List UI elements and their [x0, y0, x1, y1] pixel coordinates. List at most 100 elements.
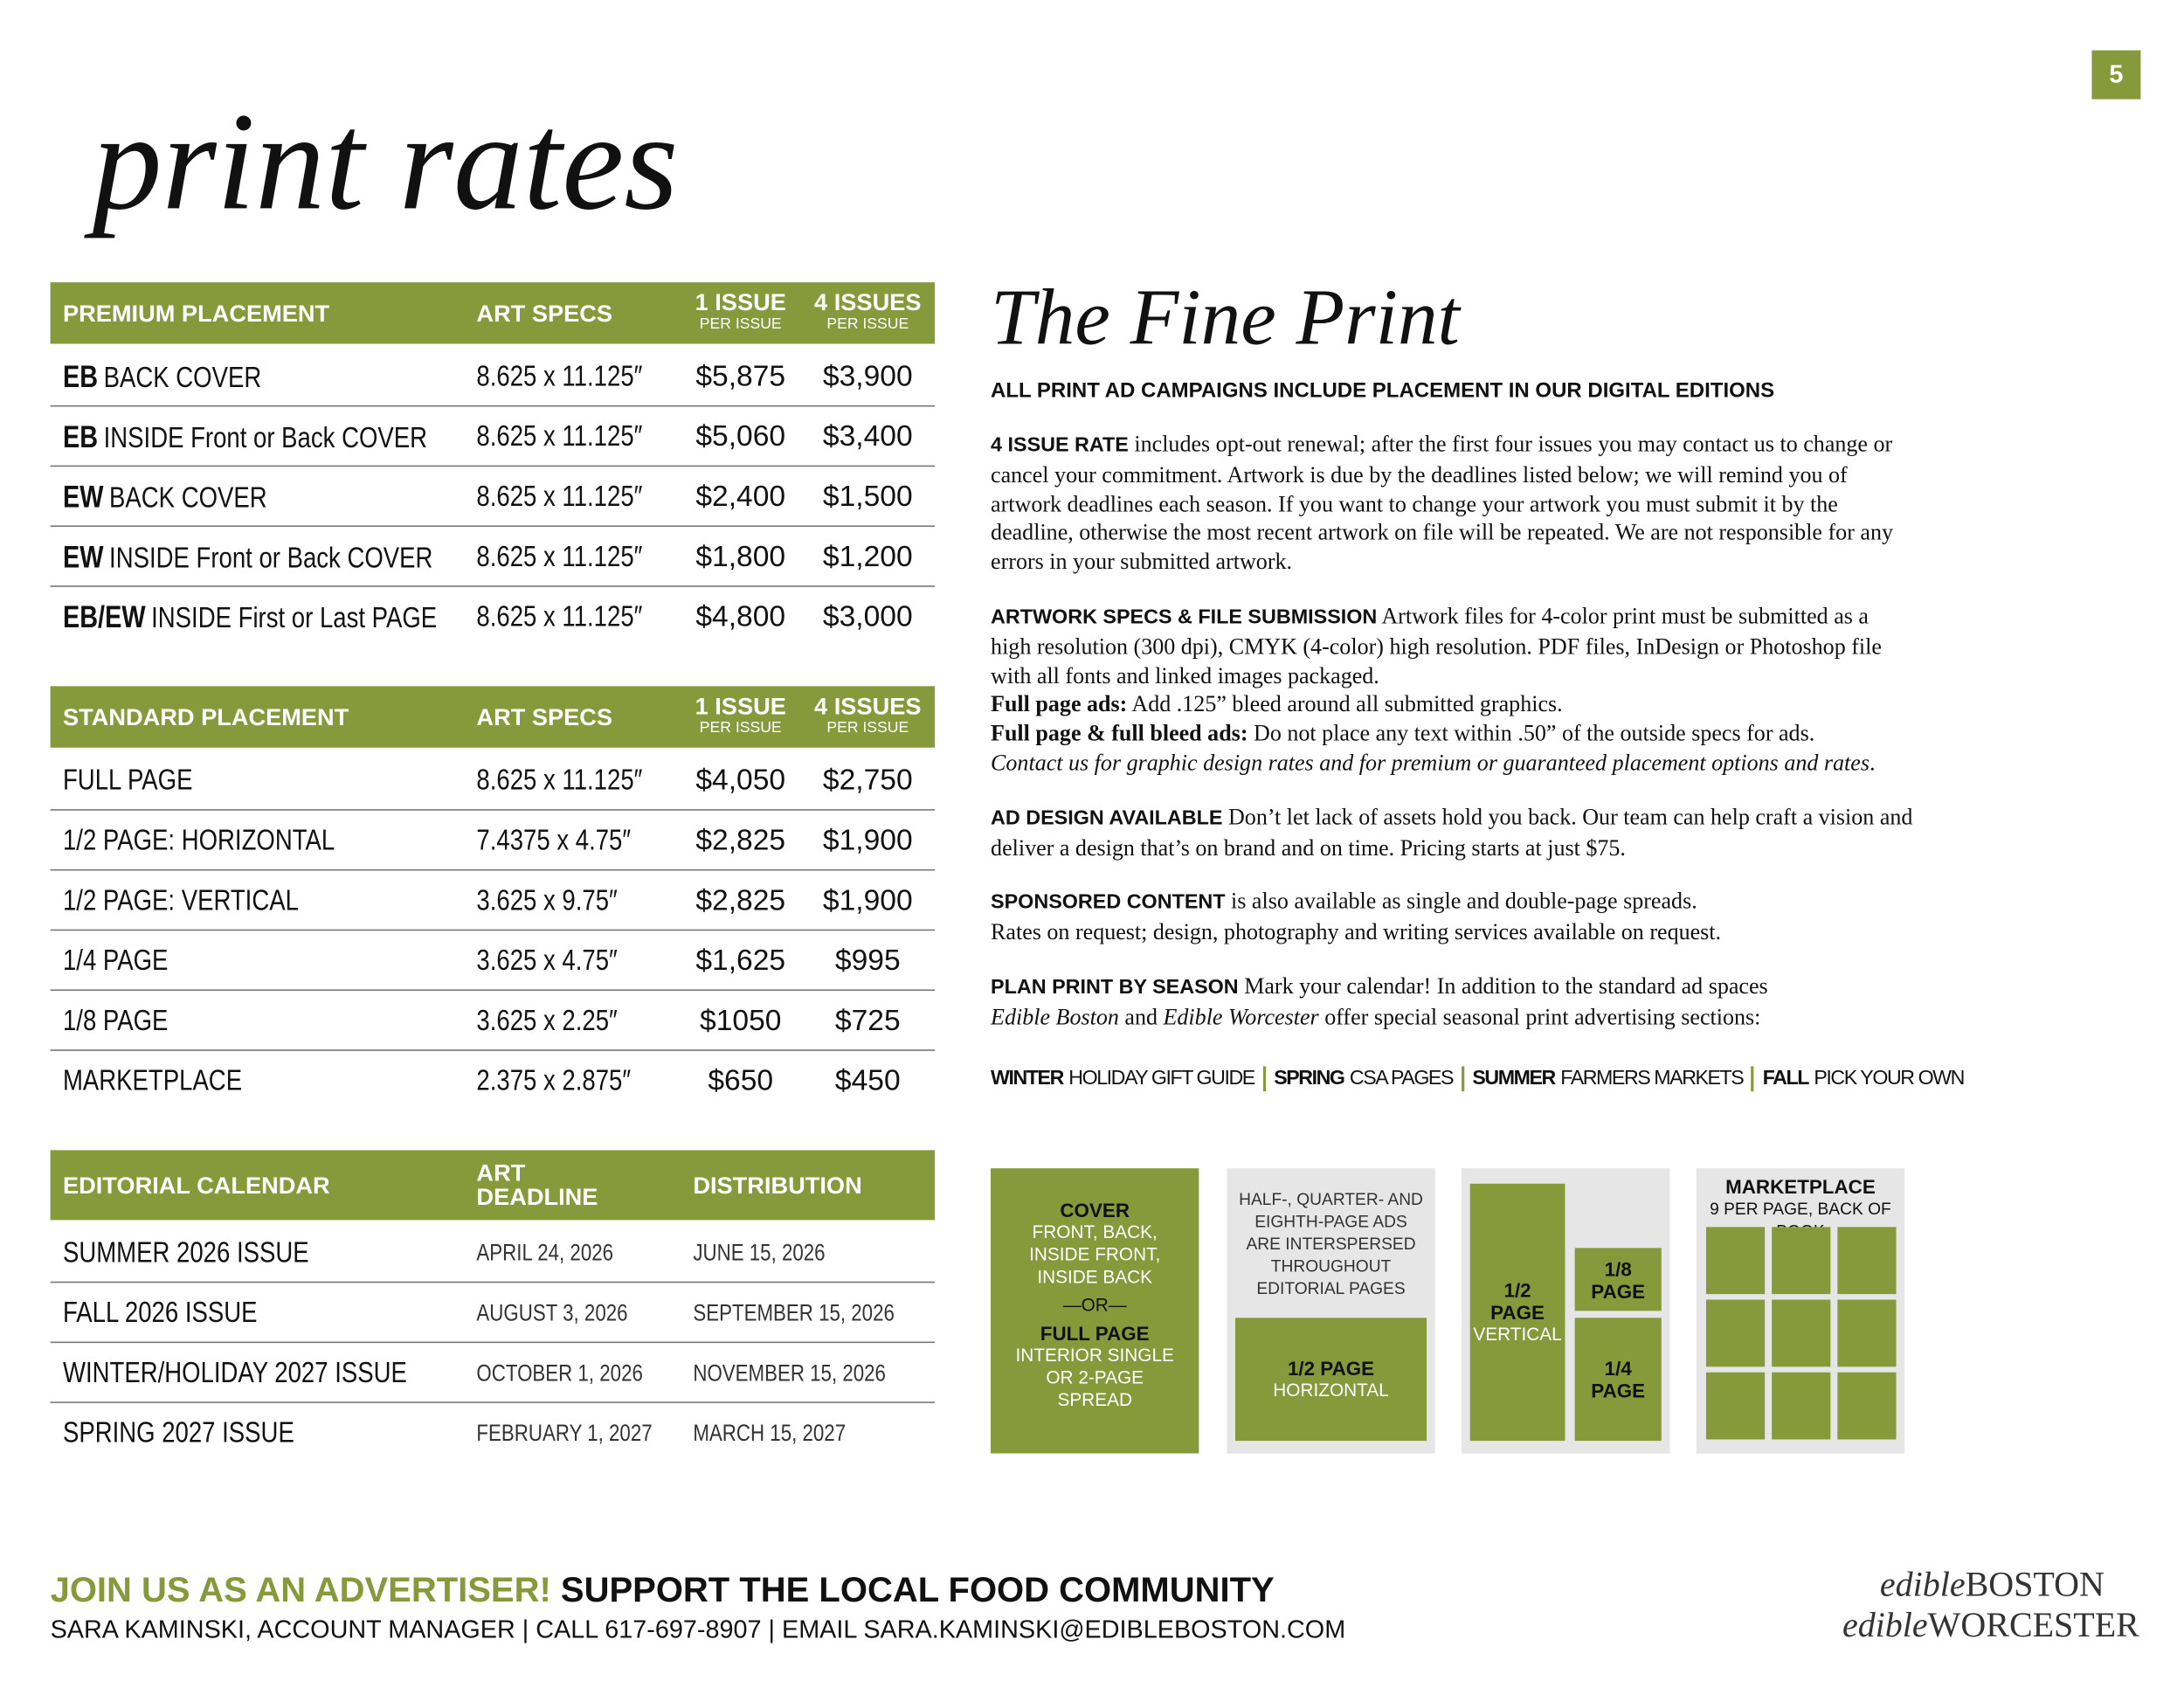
- half-block: 1/2 PAGE HORIZONTAL: [1234, 1318, 1427, 1442]
- marketplace-slot: [1705, 1227, 1766, 1295]
- table-cell: $1,625: [664, 930, 818, 991]
- table-cell: 3.625 x 4.75″: [476, 930, 648, 991]
- cell-text: $450: [834, 1064, 901, 1097]
- half-diagram: HALF-, QUARTER- AND EIGHTH-PAGE ADS ARE …: [1227, 1168, 1435, 1454]
- half-heading: 1/2 PAGE: [1287, 1357, 1375, 1380]
- season-label: PICK YOUR OWN: [1814, 1068, 1965, 1090]
- paragraph-line: Full page & full bleed ads: Do not place…: [991, 720, 1913, 749]
- fine-print-body: 4 ISSUE RATE includes opt-out renewal; a…: [991, 431, 1913, 1057]
- paragraph: ARTWORK SPECS & FILE SUBMISSION Artwork …: [991, 602, 1913, 778]
- cell-text: SPRING 2027 ISSUE: [62, 1416, 294, 1449]
- cell-text: 7.4375 x 4.75″: [476, 824, 632, 857]
- cell-text: 2.375 x 2.875″: [476, 1064, 632, 1097]
- table-row: EW BACK COVER 8.625 x 11.125″ $2,400 $1,500: [50, 467, 936, 528]
- table-cell: $3,400: [791, 406, 944, 467]
- table-cell: $650: [664, 1051, 818, 1111]
- quarter-block: 1/4 PAGE: [1574, 1318, 1662, 1442]
- table-row: SPRING 2027 ISSUE FEBRUARY 1, 2027 MARCH 1…: [51, 1403, 935, 1463]
- table-row: 1/2 PAGE: VERTICAL 3.625 x 9.75″ $2,825 $1,…: [50, 870, 936, 931]
- cell-text: $725: [834, 1005, 901, 1037]
- header-sub: PER ISSUE: [826, 719, 909, 737]
- cell-text: 8.625 x 11.125″: [476, 481, 643, 514]
- table-cell: 1/4 PAGE: [63, 930, 191, 991]
- row-name: EB/EW INSIDE First or Last PAGE: [63, 587, 519, 647]
- paragraph: SPONSORED CONTENT is also available as s…: [991, 888, 1913, 947]
- marketplace-diagram: MARKETPLACE 9 PER PAGE, BACK OF BOOK: [1696, 1168, 1905, 1454]
- vertical-heading: 1/2 PAGE: [1490, 1278, 1545, 1324]
- table-cell: $1,900: [791, 870, 944, 930]
- header-sub: PER ISSUE: [699, 719, 782, 737]
- table-cell: $1,900: [791, 811, 944, 871]
- cell-text: $5,875: [695, 360, 786, 393]
- vertical-block: 1/2 PAGE VERTICAL: [1469, 1183, 1565, 1442]
- row-name-text: EW BACK COVER: [63, 467, 267, 531]
- footer-rest: SUPPORT THE LOCAL FOOD COMMUNITY: [560, 1570, 1275, 1610]
- table-cell: $4,050: [664, 751, 818, 811]
- logo: edibleWORCESTER: [1842, 1606, 2139, 1646]
- row-name-text: EB BACK COVER: [63, 347, 261, 412]
- cell-text: $4,050: [695, 764, 786, 797]
- row-name-text: EB INSIDE Front or Back COVER: [63, 406, 427, 471]
- paragraph-line: PLAN PRINT BY SEASON Mark your calendar!…: [991, 972, 1913, 1003]
- cell-text: APRIL 24, 2026: [476, 1239, 614, 1267]
- cell-text: 8.625 x 11.125″: [476, 360, 643, 393]
- header-cell: 1 ISSUE PER ISSUE: [664, 289, 818, 333]
- text-run: Edible Worcester: [1163, 1003, 1319, 1030]
- header-cell: 4 ISSUES PER ISSUE: [791, 694, 944, 737]
- text-run: Artwork files for 4-color print must be …: [991, 602, 1882, 688]
- header-main: 4 ISSUES: [814, 289, 922, 316]
- cell-text: WINTER/HOLIDAY 2027 ISSUE: [62, 1357, 407, 1389]
- cell-text: $1,900: [822, 824, 913, 857]
- row-name: EB INSIDE Front or Back COVER: [63, 406, 508, 467]
- header-cell: ART DEADLINE: [476, 1159, 598, 1211]
- table-row: WINTER/HOLIDAY 2027 ISSUE OCTOBER 1, 2026…: [50, 1343, 936, 1403]
- table-cell: 3.625 x 9.75″: [476, 870, 648, 930]
- cell-text: SUMMER 2026 ISSUE: [62, 1236, 309, 1269]
- text-run: Add .125” bleed around all submitted gra…: [1127, 690, 1563, 718]
- cell-text: 1/4 PAGE: [62, 944, 169, 978]
- table-row: EB INSIDE Front or Back COVER 8.625 x 11.1…: [50, 406, 936, 467]
- text-run: .: [1869, 749, 1876, 776]
- cell-text: $1,500: [822, 481, 913, 514]
- paragraph-line: Contact us for graphic design rates and …: [991, 749, 1913, 778]
- table-header: STANDARD PLACEMENT ART SPECS 1 ISSUE PER IS…: [50, 686, 936, 748]
- season-item: WINTER HOLIDAY GIFT GUIDE: [991, 1066, 1255, 1091]
- table-cell: SUMMER 2026 ISSUE: [63, 1223, 363, 1283]
- name: INSIDE Front or Back COVER: [109, 542, 433, 575]
- paragraph: AD DESIGN AVAILABLE Don’t let lack of as…: [991, 803, 1913, 862]
- season-text: SPRING CSA PAGES: [1274, 1066, 1454, 1091]
- season-name: SPRING: [1274, 1068, 1345, 1090]
- cell-text: $4,800: [695, 600, 786, 633]
- marketplace-slot: [1705, 1372, 1766, 1440]
- cover-heading: FULL PAGE: [1040, 1322, 1150, 1345]
- season-text: WINTER HOLIDAY GIFT GUIDE: [991, 1066, 1255, 1091]
- header-main: 1 ISSUE: [695, 693, 786, 720]
- table-cell: 8.625 x 11.125″: [476, 347, 679, 407]
- marketplace-slot: [1837, 1372, 1897, 1440]
- cell-text: 8.625 x 11.125″: [476, 420, 643, 453]
- header-main: 1 ISSUE: [695, 289, 786, 316]
- text-run: Edible Boston: [991, 1003, 1119, 1030]
- header-cell: ART SPECS: [476, 703, 613, 730]
- cell-text: $2,825: [695, 884, 786, 917]
- brand: EB/EW: [62, 599, 146, 635]
- table-cell: 8.625 x 11.125″: [476, 587, 679, 647]
- season-text: SUMMER FARMERS MARKETS: [1472, 1066, 1744, 1091]
- table-cell: MARKETPLACE: [63, 1051, 281, 1111]
- cover-or: —OR—: [1062, 1294, 1127, 1316]
- text-run: 4 ISSUE RATE: [991, 434, 1129, 458]
- table-cell: MARCH 15, 2027: [693, 1403, 879, 1463]
- logo-place: WORCESTER: [1927, 1607, 2139, 1645]
- logo-edible: edible: [1879, 1567, 1966, 1605]
- table-cell: FEBRUARY 1, 2027: [476, 1403, 690, 1463]
- marketplace-slot: [1705, 1299, 1766, 1367]
- cell-text: $5,060: [695, 420, 786, 453]
- cell-text: $2,750: [822, 764, 913, 797]
- cell-text: $3,400: [822, 420, 913, 453]
- table-cell: $1,200: [791, 527, 944, 587]
- paragraph: PLAN PRINT BY SEASON Mark your calendar!…: [991, 972, 1913, 1032]
- table-cell: $1,800: [664, 527, 818, 587]
- text-run: Don’t let lack of assets hold you back. …: [991, 803, 1913, 861]
- marketplace-slot: [1772, 1299, 1831, 1367]
- paragraph-line: ARTWORK SPECS & FILE SUBMISSION Artwork …: [991, 602, 1913, 690]
